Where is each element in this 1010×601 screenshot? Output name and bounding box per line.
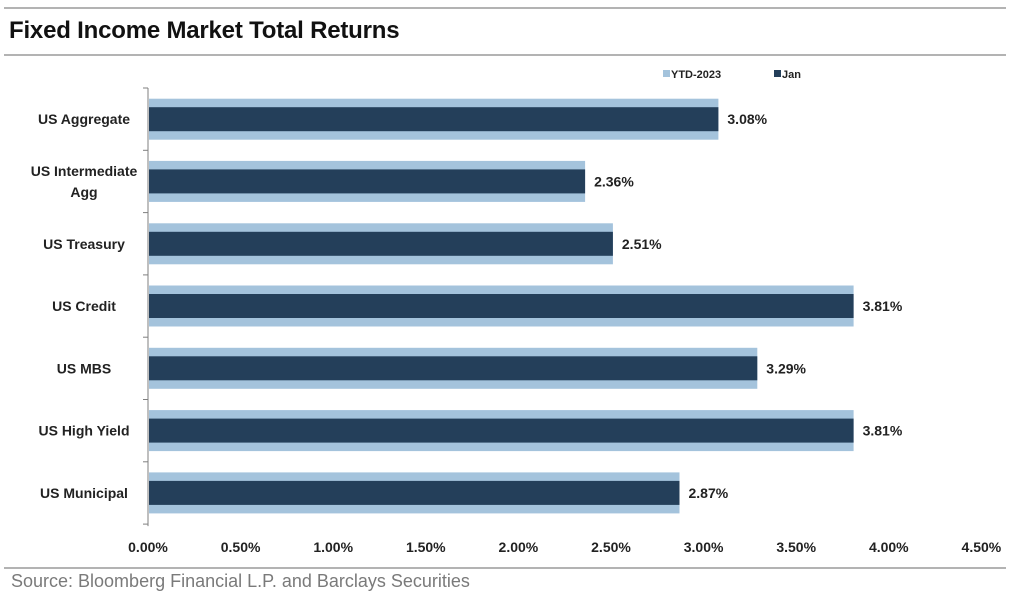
legend-label-ytd: YTD-2023 [671,69,721,81]
bar-jan-us-treasury [149,231,613,256]
x-tick-label: 3.00% [684,539,724,555]
category-label-us-municipal: US Municipal [40,485,128,501]
x-tick-label: 1.50% [406,539,446,555]
x-tick-label: 2.50% [591,539,631,555]
category-label-us-aggregate: US Aggregate [38,111,130,127]
x-tick-label: 0.00% [128,539,168,555]
title-rule [4,54,1006,56]
data-label-us-municipal: 2.87% [689,485,729,501]
bottom-rule [4,567,1006,569]
x-tick-label: 2.00% [499,539,539,555]
bar-jan-us-high-yield [149,418,854,443]
bar-jan-us-mbs [149,356,758,381]
x-tick-label: 4.50% [962,539,1002,555]
chart-title: Fixed Income Market Total Returns [9,17,400,44]
x-tick-label: 3.50% [776,539,816,555]
category-label-us-credit: US Credit [52,298,116,314]
category-label-us-intermediate-agg: Agg [70,184,97,200]
category-label-us-mbs: US MBS [57,360,111,376]
legend-swatch-jan [774,70,781,77]
category-label-us-intermediate-agg: US Intermediate [31,163,138,179]
category-label-us-high-yield: US High Yield [38,423,129,439]
data-label-us-credit: 3.81% [863,298,903,314]
data-label-us-intermediate-agg: 2.36% [594,173,634,189]
top-rule [4,7,1006,9]
source-note: Source: Bloomberg Financial L.P. and Bar… [11,571,470,591]
x-tick-label: 0.50% [221,539,261,555]
data-label-us-treasury: 2.51% [622,236,662,252]
bar-jan-us-municipal [149,480,680,505]
x-tick-label: 4.00% [869,539,909,555]
data-label-us-aggregate: 3.08% [727,111,767,127]
legend-swatch-ytd [663,70,670,77]
legend-label-jan: Jan [782,69,801,81]
data-label-us-mbs: 3.29% [766,360,806,376]
bar-jan-us-aggregate [149,107,719,132]
x-tick-label: 1.00% [313,539,353,555]
bar-jan-us-intermediate-agg [149,169,586,194]
category-label-us-treasury: US Treasury [43,236,125,252]
bar-jan-us-credit [149,294,854,318]
data-label-us-high-yield: 3.81% [863,423,903,439]
